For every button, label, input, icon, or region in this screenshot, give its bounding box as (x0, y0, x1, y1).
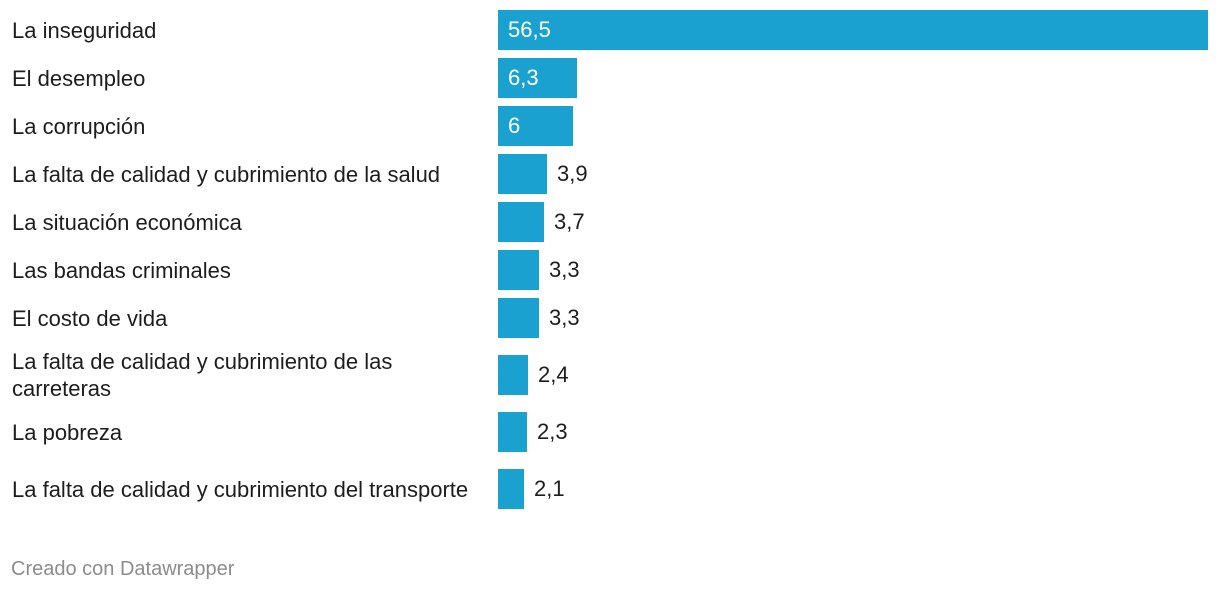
category-label-el-costo-de-vida: El costo de vida (12, 305, 168, 331)
value-label-la-falta-de-calidad-y-cubrimiento-de-las-carreteras: 2,4 (538, 362, 569, 387)
category-label-la-falta-de-calidad-y-cubrimiento-de-las-carreteras: La falta de calidad y cubrimiento de las… (12, 349, 393, 401)
value-label-la-pobreza: 2,3 (537, 419, 568, 444)
category-label-el-desempleo: El desempleo (12, 65, 146, 91)
category-label-las-bandas-criminales: Las bandas criminales (12, 257, 231, 283)
value-label-la-falta-de-calidad-y-cubrimiento-del-transporte: 2,1 (534, 476, 565, 501)
bar-la-corrupcion (498, 106, 573, 146)
bar-la-situacion-economica (498, 202, 544, 242)
value-label-la-inseguridad: 56,5 (508, 17, 551, 42)
value-label-la-corrupcion: 6 (508, 113, 521, 138)
category-label-la-pobreza: La pobreza (12, 419, 123, 445)
bar-el-costo-de-vida (498, 298, 539, 338)
category-label-la-situacion-economica: La situación económica (12, 209, 242, 235)
value-label-el-costo-de-vida: 3,3 (549, 305, 580, 330)
bar-la-inseguridad (498, 10, 1208, 50)
category-label-la-inseguridad: La inseguridad (12, 17, 157, 43)
category-label-la-falta-de-calidad-y-cubrimiento-de-la-salud: La falta de calidad y cubrimiento de la … (12, 161, 441, 187)
value-label-la-falta-de-calidad-y-cubrimiento-de-la-salud: 3,9 (557, 161, 588, 186)
value-label-el-desempleo: 6,3 (508, 65, 539, 90)
bar-la-pobreza (498, 412, 527, 452)
bar-la-falta-de-calidad-y-cubrimiento-del-transporte (498, 469, 524, 509)
category-label-la-falta-de-calidad-y-cubrimiento-del-transporte: La falta de calidad y cubrimiento del tr… (12, 476, 469, 502)
datawrapper-credit: Creado con Datawrapper (11, 558, 235, 580)
bar-el-desempleo (498, 58, 577, 98)
value-label-la-situacion-economica: 3,7 (554, 209, 585, 234)
bar-la-falta-de-calidad-y-cubrimiento-de-la-salud (498, 154, 547, 194)
bar-la-falta-de-calidad-y-cubrimiento-de-las-carreteras (498, 355, 528, 395)
bar-las-bandas-criminales (498, 250, 539, 290)
value-label-las-bandas-criminales: 3,3 (549, 257, 580, 282)
category-label-la-corrupcion: La corrupción (12, 113, 146, 139)
